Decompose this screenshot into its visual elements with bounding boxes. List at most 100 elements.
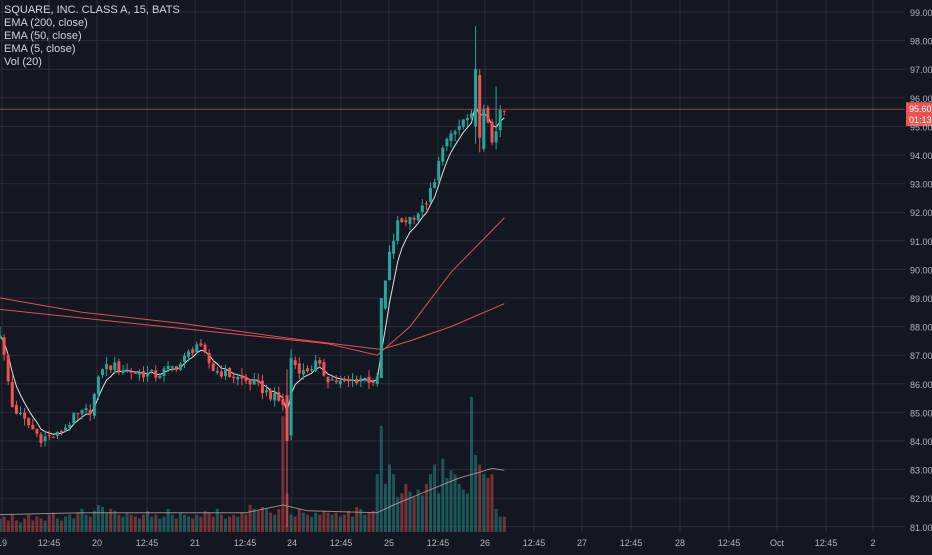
candle xyxy=(416,212,420,222)
y-tick-label: 83.00 xyxy=(910,466,932,476)
price-axis[interactable]: 81.00 82.00 83.00 84.00 85.00 86.00 87.00 88.00… xyxy=(910,8,932,533)
volume-bar xyxy=(64,516,68,532)
legend-ema50[interactable]: EMA (50, close) xyxy=(4,30,82,42)
candle-body xyxy=(158,375,162,379)
candle xyxy=(92,392,96,419)
candle-body xyxy=(338,380,342,385)
candle-body xyxy=(27,418,31,426)
candle xyxy=(347,375,350,387)
candle-body xyxy=(101,369,104,375)
candle xyxy=(322,358,326,377)
volume-bar xyxy=(0,518,2,532)
time-axis[interactable]: 19 12:45 20 12:45 21 12:45 24 12:45 25 12:45 26 12:… xyxy=(0,538,876,548)
candle xyxy=(465,114,469,127)
volume-bar xyxy=(474,454,478,532)
volume-bar xyxy=(240,512,244,532)
candle xyxy=(408,216,412,231)
candle-body xyxy=(379,298,383,379)
candle xyxy=(318,357,322,368)
volume-bar xyxy=(31,520,35,532)
volume-bar xyxy=(121,516,125,532)
candle xyxy=(289,349,293,441)
candle-body xyxy=(318,360,322,364)
volume-bar xyxy=(72,518,76,532)
candle-body xyxy=(162,368,166,377)
candle-body xyxy=(281,399,285,405)
candle xyxy=(301,363,305,380)
candle-body xyxy=(289,358,293,436)
legend-ema5[interactable]: EMA (5, close) xyxy=(4,43,76,55)
volume-bar xyxy=(289,514,293,532)
candle xyxy=(470,109,473,120)
candle xyxy=(388,245,391,281)
volume-bar xyxy=(416,489,420,532)
y-tick-label: 90.00 xyxy=(910,265,932,275)
candle xyxy=(199,338,203,347)
candle-body xyxy=(142,371,145,378)
volume-bar xyxy=(88,516,92,532)
volume-bars xyxy=(0,397,506,532)
candle xyxy=(117,358,121,376)
volume-bar xyxy=(396,497,400,532)
candle xyxy=(187,349,191,362)
candle xyxy=(88,404,92,421)
candle xyxy=(31,418,35,430)
x-tick-label: 12:45 xyxy=(718,538,741,548)
candle-body xyxy=(211,363,215,371)
candle-body xyxy=(470,113,473,119)
candle xyxy=(244,374,248,384)
candle xyxy=(461,119,465,130)
candle xyxy=(433,178,437,189)
candle-body xyxy=(174,366,178,370)
legend-ema200[interactable]: EMA (200, close) xyxy=(4,17,88,29)
candle xyxy=(490,119,494,146)
candle xyxy=(498,105,502,137)
candle-body xyxy=(244,376,248,381)
candle xyxy=(2,334,6,361)
candle xyxy=(453,129,457,142)
candle xyxy=(326,376,330,389)
candle-body xyxy=(326,376,330,383)
volume-bar xyxy=(68,514,72,532)
candle xyxy=(6,353,10,386)
candle xyxy=(474,26,478,144)
volume-bar xyxy=(60,520,63,532)
volume-bar xyxy=(166,508,170,532)
volume-bar xyxy=(224,518,227,532)
x-tick-label: 28 xyxy=(675,538,685,548)
legend-symbol[interactable]: SQUARE, INC. CLASS A, 15, BATS xyxy=(4,4,180,16)
volume-bar xyxy=(252,508,256,532)
x-tick-label: 12:45 xyxy=(330,538,353,548)
candle-body xyxy=(355,379,359,384)
volume-bar xyxy=(412,497,416,532)
x-tick-label: 25 xyxy=(384,538,394,548)
candle xyxy=(72,412,76,426)
candle xyxy=(367,370,371,390)
candles xyxy=(0,26,506,527)
volume-bar xyxy=(306,514,309,532)
candle xyxy=(146,366,150,382)
candle xyxy=(314,354,318,373)
candle-body xyxy=(293,360,297,366)
volume-bar xyxy=(375,474,379,532)
candle xyxy=(494,86,498,150)
candle-body xyxy=(322,362,326,376)
candle xyxy=(43,431,47,447)
legend-vol[interactable]: Vol (20) xyxy=(4,56,42,68)
candle xyxy=(35,428,39,438)
candle xyxy=(105,356,109,376)
volume-bar xyxy=(207,512,211,532)
candle-body xyxy=(285,395,289,441)
candle-body xyxy=(105,363,109,370)
volume-bar xyxy=(486,478,490,532)
candle-body xyxy=(297,363,301,374)
candle-body xyxy=(43,436,47,442)
candle-body xyxy=(502,110,506,112)
volume-bar xyxy=(281,416,285,532)
candle xyxy=(482,104,486,152)
candle xyxy=(174,365,178,373)
candle xyxy=(334,375,338,384)
